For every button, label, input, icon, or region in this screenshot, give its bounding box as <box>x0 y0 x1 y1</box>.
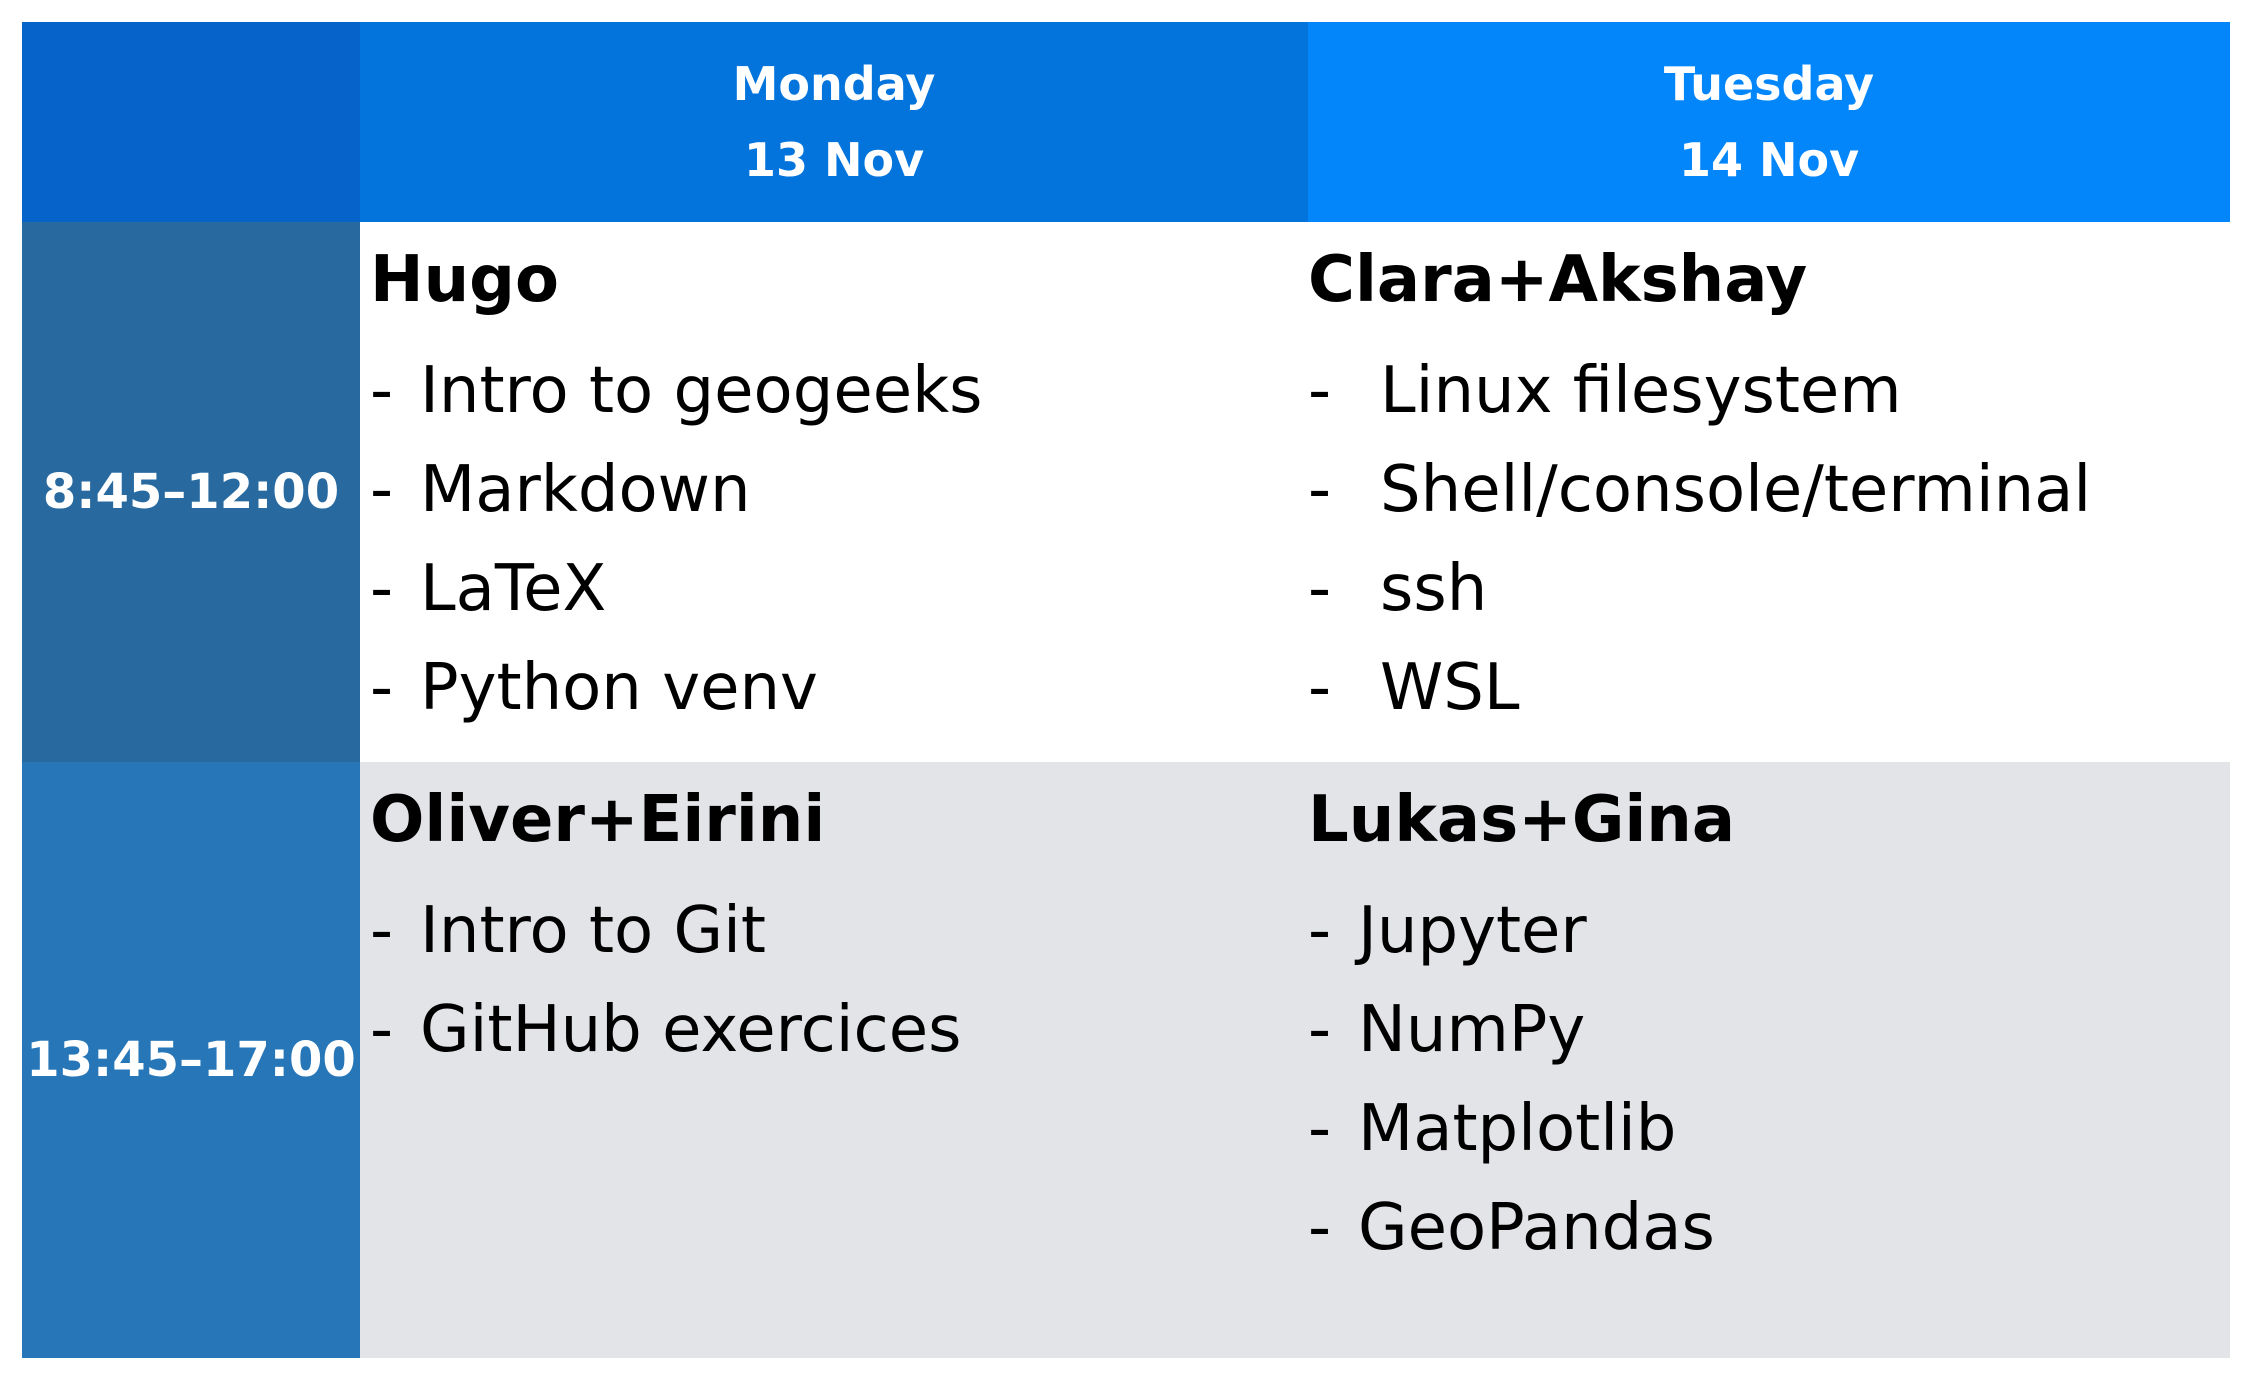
header-tuesday: Tuesday 14 Nov <box>1308 22 2230 222</box>
topic-label: LaTeX <box>420 552 607 626</box>
topic-label: Matplotlib <box>1358 1092 1677 1166</box>
day-date: 14 Nov <box>1678 133 1860 187</box>
topic-list: - Jupyter - NumPy - Matplotlib - GeoPandas <box>1308 882 2220 1278</box>
topic-item: - LaTeX <box>370 540 1298 639</box>
header-corner-cell <box>22 22 360 222</box>
topic-item: - Linux filesystem <box>1308 342 2220 441</box>
time-slot-morning: 8:45–12:00 <box>22 222 360 762</box>
bullet-dash: - <box>1308 354 1332 428</box>
bullet-dash: - <box>1308 894 1332 968</box>
topic-list: - Intro to Git - GitHub exercices <box>370 882 1298 1080</box>
bullet-dash: - <box>1308 552 1332 626</box>
bullet-dash: - <box>1308 1092 1332 1166</box>
topic-item: - Intro to Git <box>370 882 1298 981</box>
bullet-dash: - <box>1308 651 1332 725</box>
topic-item: - Markdown <box>370 441 1298 540</box>
topic-label: Linux filesystem <box>1380 354 1902 428</box>
time-label: 13:45–17:00 <box>26 1032 356 1088</box>
bullet-dash: - <box>370 651 394 725</box>
topic-list: - Intro to geogeeks - Markdown - LaTeX - Pyt… <box>370 342 1298 738</box>
topic-item: - Jupyter <box>1308 882 2220 981</box>
topic-item: - WSL <box>1308 639 2220 738</box>
topic-label: WSL <box>1380 651 1520 725</box>
bullet-dash: - <box>370 552 394 626</box>
bullet-dash: - <box>370 354 394 428</box>
bullet-dash: - <box>1308 993 1332 1067</box>
topic-item: - Intro to geogeeks <box>370 342 1298 441</box>
day-date: 13 Nov <box>743 133 925 187</box>
bullet-dash: - <box>370 453 394 527</box>
topic-label: Markdown <box>420 453 751 527</box>
bullet-dash: - <box>1308 453 1332 527</box>
topic-label: ssh <box>1380 552 1488 626</box>
topic-label: Intro to geogeeks <box>420 354 983 428</box>
topic-label: Python venv <box>420 651 818 725</box>
topic-label: NumPy <box>1358 993 1586 1067</box>
header-monday: Monday 13 Nov <box>360 22 1308 222</box>
topic-label: GeoPandas <box>1358 1191 1715 1265</box>
topic-item: - NumPy <box>1308 981 2220 1080</box>
topic-list: - Linux filesystem - Shell/console/termina… <box>1308 342 2220 738</box>
topic-item: - Matplotlib <box>1308 1080 2220 1179</box>
time-label: 8:45–12:00 <box>42 464 340 520</box>
topic-item: - Python venv <box>370 639 1298 738</box>
day-name: Monday <box>732 57 936 111</box>
schedule-table: Monday 13 Nov Tuesday 14 Nov 8:45–12:00 … <box>22 22 2230 1358</box>
day-name: Tuesday <box>1663 57 1875 111</box>
time-slot-afternoon: 13:45–17:00 <box>22 762 360 1358</box>
session-tuesday-afternoon: Lukas+Gina - Jupyter - NumPy - Matplotlib -… <box>1308 762 2230 1358</box>
topic-item: - Shell/console/terminal <box>1308 441 2220 540</box>
session-presenter: Lukas+Gina <box>1308 783 1736 857</box>
session-presenter: Oliver+Eirini <box>370 783 826 857</box>
topic-label: Intro to Git <box>420 894 766 968</box>
topic-label: Jupyter <box>1358 894 1587 968</box>
bullet-dash: - <box>370 894 394 968</box>
topic-item: - ssh <box>1308 540 2220 639</box>
session-monday-afternoon: Oliver+Eirini - Intro to Git - GitHub exer… <box>360 762 1308 1358</box>
topic-item: - GeoPandas <box>1308 1179 2220 1278</box>
topic-item: - GitHub exercices <box>370 981 1298 1080</box>
session-presenter: Hugo <box>370 243 559 317</box>
bullet-dash: - <box>1308 1191 1332 1265</box>
session-monday-morning: Hugo - Intro to geogeeks - Markdown - LaTeX… <box>360 222 1308 762</box>
session-presenter: Clara+Akshay <box>1308 243 1808 317</box>
topic-label: GitHub exercices <box>420 993 962 1067</box>
session-tuesday-morning: Clara+Akshay - Linux filesystem - Shell/co… <box>1308 222 2230 762</box>
topic-label: Shell/console/terminal <box>1380 453 2092 527</box>
bullet-dash: - <box>370 993 394 1067</box>
